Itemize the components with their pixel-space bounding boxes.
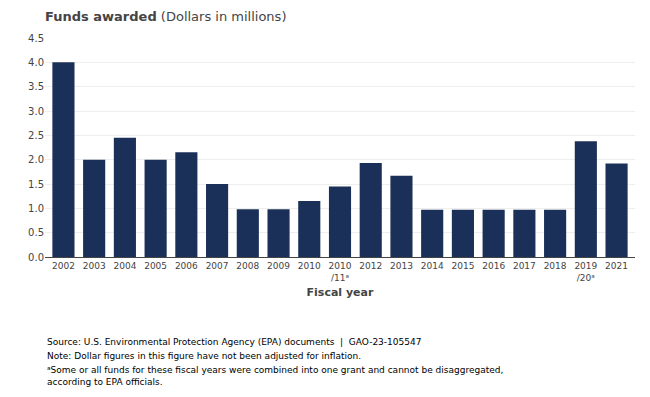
svg-text:2015: 2015	[451, 261, 474, 271]
svg-text:2009: 2009	[267, 261, 290, 271]
svg-text:Funds awarded (Dollars in mill: Funds awarded (Dollars in millions)	[45, 9, 286, 24]
svg-text:2010/11ᵃ: 2010/11ᵃ	[329, 261, 352, 283]
svg-text:ᵃSome or all funds for these f: ᵃSome or all funds for these fiscal year…	[47, 365, 503, 387]
svg-text:0.5: 0.5	[28, 227, 44, 238]
svg-text:Fiscal year: Fiscal year	[307, 286, 374, 299]
svg-text:2013: 2013	[390, 261, 413, 271]
svg-text:4.0: 4.0	[28, 57, 44, 68]
svg-text:2019/20ᵃ: 2019/20ᵃ	[574, 261, 597, 283]
svg-text:2004: 2004	[113, 261, 136, 271]
svg-text:2.0: 2.0	[28, 154, 44, 165]
svg-text:2.5: 2.5	[28, 130, 44, 141]
svg-text:2012: 2012	[359, 261, 382, 271]
svg-text:2018: 2018	[544, 261, 567, 271]
svg-text:2016: 2016	[482, 261, 505, 271]
svg-text:Note: Dollar figures in this f: Note: Dollar figures in this figure have…	[47, 351, 361, 361]
svg-text:Source: U.S. Environmental Pro: Source: U.S. Environmental Protection Ag…	[47, 337, 421, 347]
svg-text:2008: 2008	[236, 261, 259, 271]
svg-text:2005: 2005	[144, 261, 167, 271]
svg-text:2002: 2002	[52, 261, 75, 271]
svg-text:1.0: 1.0	[28, 203, 44, 214]
svg-text:2014: 2014	[421, 261, 444, 271]
svg-text:2003: 2003	[83, 261, 106, 271]
svg-text:4.5: 4.5	[28, 33, 44, 44]
svg-text:2006: 2006	[175, 261, 198, 271]
svg-text:3.0: 3.0	[28, 106, 44, 117]
svg-text:2021: 2021	[605, 261, 628, 271]
svg-text:1.5: 1.5	[28, 179, 44, 190]
svg-text:2010: 2010	[298, 261, 321, 271]
svg-text:2007: 2007	[206, 261, 229, 271]
svg-text:3.5: 3.5	[28, 81, 44, 92]
svg-text:0.0: 0.0	[28, 252, 44, 263]
svg-text:2017: 2017	[513, 261, 536, 271]
